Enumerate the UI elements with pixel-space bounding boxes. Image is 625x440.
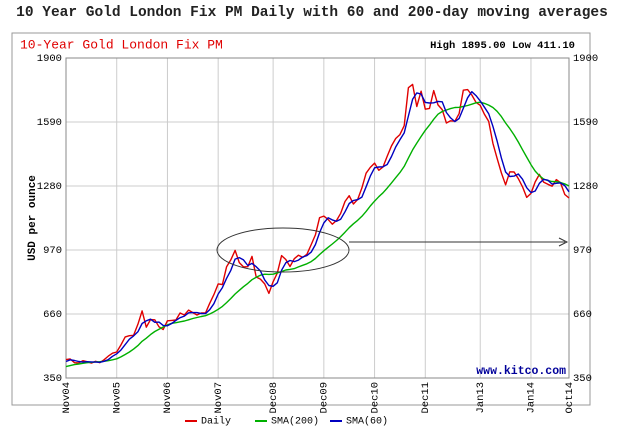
- plot-border: [65, 57, 570, 379]
- y-tick-label: 350: [43, 373, 62, 385]
- chart-title: 10 Year Gold London Fix PM Daily with 60…: [16, 5, 608, 21]
- x-tick-label: Nov07: [213, 382, 225, 414]
- legend-label: SMA(60): [346, 416, 388, 428]
- series-line: [65, 83, 570, 364]
- y-axis-label: USD per ounce: [27, 175, 39, 261]
- x-tick-label: Oct14: [564, 382, 576, 414]
- y-tick-label: 970: [43, 245, 62, 257]
- annotation-ellipse: [216, 227, 350, 273]
- x-tick-label: Nov04: [61, 382, 73, 414]
- legend: Daily SMA(200) SMA(60): [185, 416, 388, 428]
- x-tick-label: Nov06: [162, 382, 174, 414]
- plot-background: [66, 58, 569, 378]
- y-tick-label: 660: [43, 309, 62, 321]
- x-tick-label: Jan14: [526, 382, 538, 414]
- y-tick-label: 1280: [37, 181, 62, 193]
- x-tick-label: Dec11: [420, 382, 432, 414]
- y-tick-label-right: 1280: [573, 181, 598, 193]
- x-tick-label: Dec10: [369, 382, 381, 414]
- y-tick-label: 1590: [37, 117, 62, 129]
- y-tick-label-right: 350: [573, 373, 592, 385]
- source: www.kitco.com: [476, 365, 566, 378]
- y-tick-label-right: 970: [573, 245, 592, 257]
- plot-area: 350 350 660 660 970 970 1280 1280 1590 1590 1900 19…: [37, 53, 598, 414]
- legend-label: SMA(200): [271, 416, 319, 428]
- series-line: [65, 91, 570, 363]
- high-low: High 1895.00 Low 411.10: [430, 40, 575, 52]
- y-tick-label-right: 660: [573, 309, 592, 321]
- x-tick-label: Dec08: [268, 382, 280, 414]
- y-tick-label: 1900: [37, 53, 62, 65]
- y-tick-label-right: 1590: [573, 117, 598, 129]
- y-tick-label-right: 1900: [573, 53, 598, 65]
- x-tick-label: Dec09: [319, 382, 331, 414]
- x-tick-label: Jan13: [475, 382, 487, 414]
- series-line: [65, 101, 570, 368]
- legend-label: Daily: [201, 416, 231, 428]
- x-tick-label: Nov05: [112, 382, 124, 414]
- chart-subtitle: 10-Year Gold London Fix PM: [20, 37, 223, 52]
- annotation-arrowhead: [558, 237, 569, 247]
